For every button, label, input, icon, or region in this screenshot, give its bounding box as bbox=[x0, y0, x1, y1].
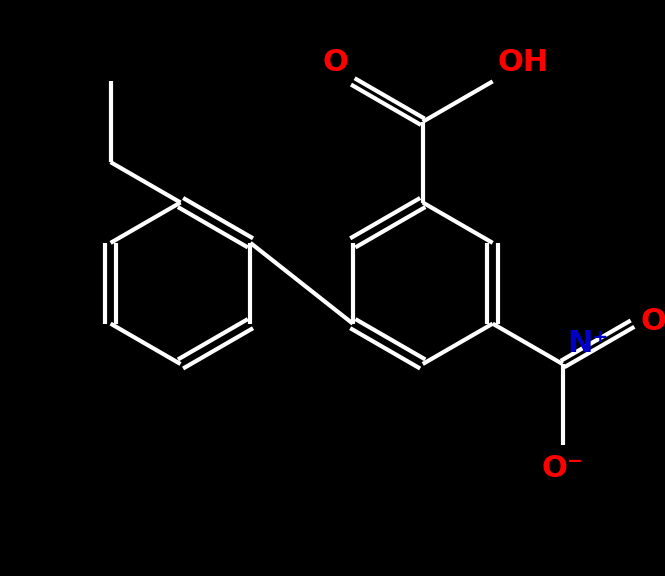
Text: O: O bbox=[323, 48, 348, 77]
Text: N⁺: N⁺ bbox=[567, 329, 608, 358]
Text: O: O bbox=[640, 307, 665, 336]
Text: O⁻: O⁻ bbox=[542, 454, 584, 483]
Text: OH: OH bbox=[497, 48, 549, 77]
